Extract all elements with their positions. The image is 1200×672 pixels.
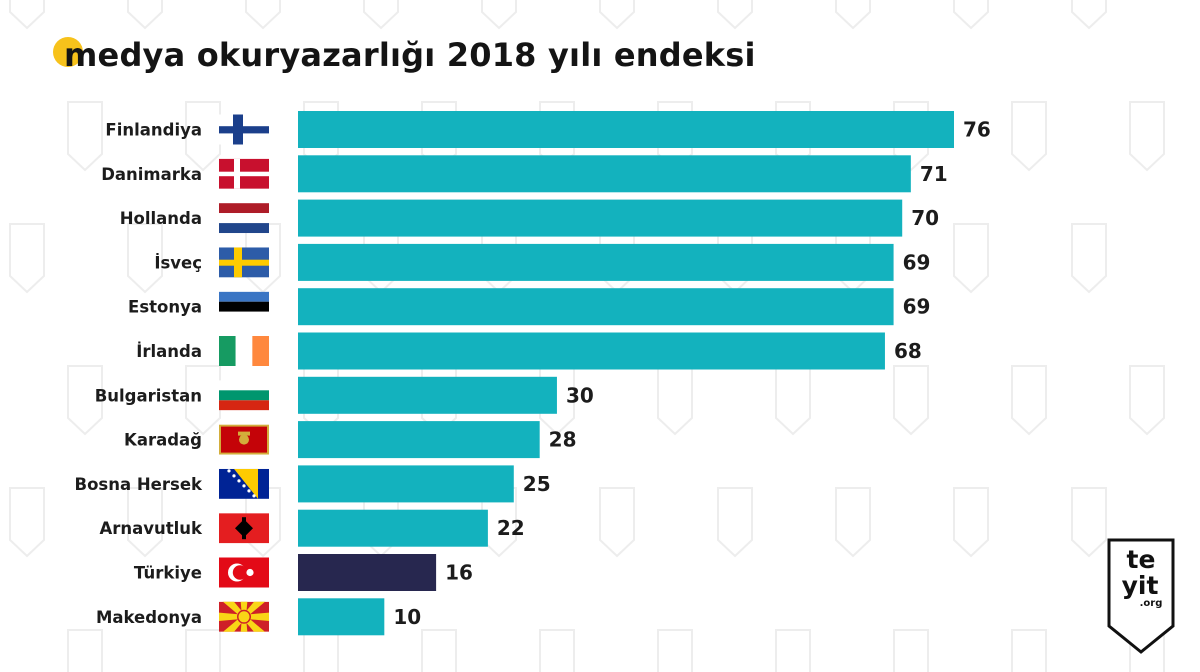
value-label: 71 [920, 162, 948, 186]
bar-bulgaristan [298, 376, 557, 414]
bar-karada- [298, 421, 540, 459]
page-title: medya okuryazarlığı 2018 yılı endeksi [64, 36, 756, 74]
category-label: Hollanda [120, 209, 202, 228]
bar-i-rlanda [298, 332, 885, 370]
category-label: Danimarka [101, 165, 202, 184]
turkey-flag-icon [219, 557, 269, 588]
estonia-flag-icon [219, 291, 269, 322]
bar-i-sve- [298, 243, 894, 281]
bar-finlandiya [298, 111, 954, 148]
value-label: 10 [393, 605, 421, 629]
albania-flag-icon [219, 513, 269, 544]
bar-t-rkiye [298, 554, 437, 591]
bar-estonya [298, 288, 894, 326]
title-dot [53, 37, 83, 67]
category-label: Arnavutluk [99, 519, 203, 538]
bulgaria-flag-icon [219, 380, 269, 411]
denmark-flag-icon [219, 158, 269, 189]
teyit-logo: te yit .org [1107, 538, 1175, 654]
category-label: Bosna Hersek [75, 475, 204, 494]
value-label: 30 [566, 383, 594, 407]
value-label: 16 [445, 561, 473, 585]
ireland-flag-icon [219, 336, 269, 366]
montenegro-flag-icon [219, 424, 269, 455]
logo-text-te: te [1127, 545, 1156, 574]
bar-danimarka [298, 155, 911, 193]
category-label: Türkiye [134, 564, 202, 583]
bar-makedonya [298, 598, 385, 636]
category-label: İrlanda [136, 342, 202, 361]
value-label: 69 [903, 250, 931, 274]
value-label: 22 [497, 516, 525, 540]
category-label: Estonya [128, 298, 202, 317]
logo-text-yit: yit [1122, 571, 1159, 600]
netherlands-flag-icon [219, 203, 269, 234]
value-label: 28 [549, 428, 577, 452]
logo-text-org: .org [1140, 598, 1163, 609]
value-label: 25 [523, 472, 551, 496]
category-label: İsveç [154, 253, 202, 272]
value-label: 69 [903, 295, 931, 319]
bar-arnavutluk [298, 509, 488, 547]
finland-flag-icon [219, 114, 269, 145]
category-label: Makedonya [96, 608, 202, 627]
macedonia-flag-icon [219, 601, 269, 632]
sweden-flag-icon [219, 247, 269, 278]
bar-bosna-hersek [298, 465, 514, 503]
bosnia-flag-icon [219, 468, 269, 499]
category-label: Finlandiya [105, 121, 202, 140]
value-label: 76 [963, 118, 991, 142]
category-label: Bulgaristan [95, 386, 202, 405]
bar-hollanda [298, 199, 903, 237]
category-label: Karadağ [124, 431, 202, 450]
value-label: 70 [911, 206, 939, 230]
value-label: 68 [894, 339, 922, 363]
